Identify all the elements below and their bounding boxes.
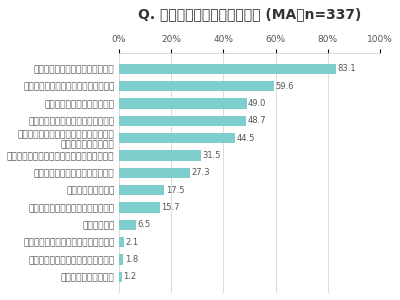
Bar <box>119 133 235 143</box>
Bar <box>119 185 164 195</box>
Text: 31.5: 31.5 <box>202 151 221 160</box>
Bar <box>119 81 274 91</box>
Text: 27.3: 27.3 <box>191 168 210 177</box>
Text: 83.1: 83.1 <box>337 64 356 73</box>
Bar <box>119 98 247 109</box>
Text: 1.2: 1.2 <box>123 272 136 281</box>
Bar <box>119 150 201 161</box>
Bar <box>119 168 190 178</box>
Text: 2.1: 2.1 <box>126 238 138 247</box>
Bar <box>119 272 122 282</box>
Bar <box>119 220 136 230</box>
Bar <box>119 64 336 74</box>
Bar <box>119 116 246 126</box>
Title: Q. 子供の運動に期待すること (MA／n=337): Q. 子供の運動に期待すること (MA／n=337) <box>138 7 361 21</box>
Text: 49.0: 49.0 <box>248 99 266 108</box>
Text: 1.8: 1.8 <box>125 255 138 264</box>
Text: 15.7: 15.7 <box>161 203 180 212</box>
Text: 59.6: 59.6 <box>276 82 294 91</box>
Bar <box>119 237 124 247</box>
Text: 17.5: 17.5 <box>166 186 184 195</box>
Text: 44.5: 44.5 <box>236 134 255 143</box>
Text: 48.7: 48.7 <box>247 116 266 125</box>
Bar <box>119 254 123 265</box>
Bar <box>119 202 160 213</box>
Text: 6.5: 6.5 <box>137 220 150 230</box>
